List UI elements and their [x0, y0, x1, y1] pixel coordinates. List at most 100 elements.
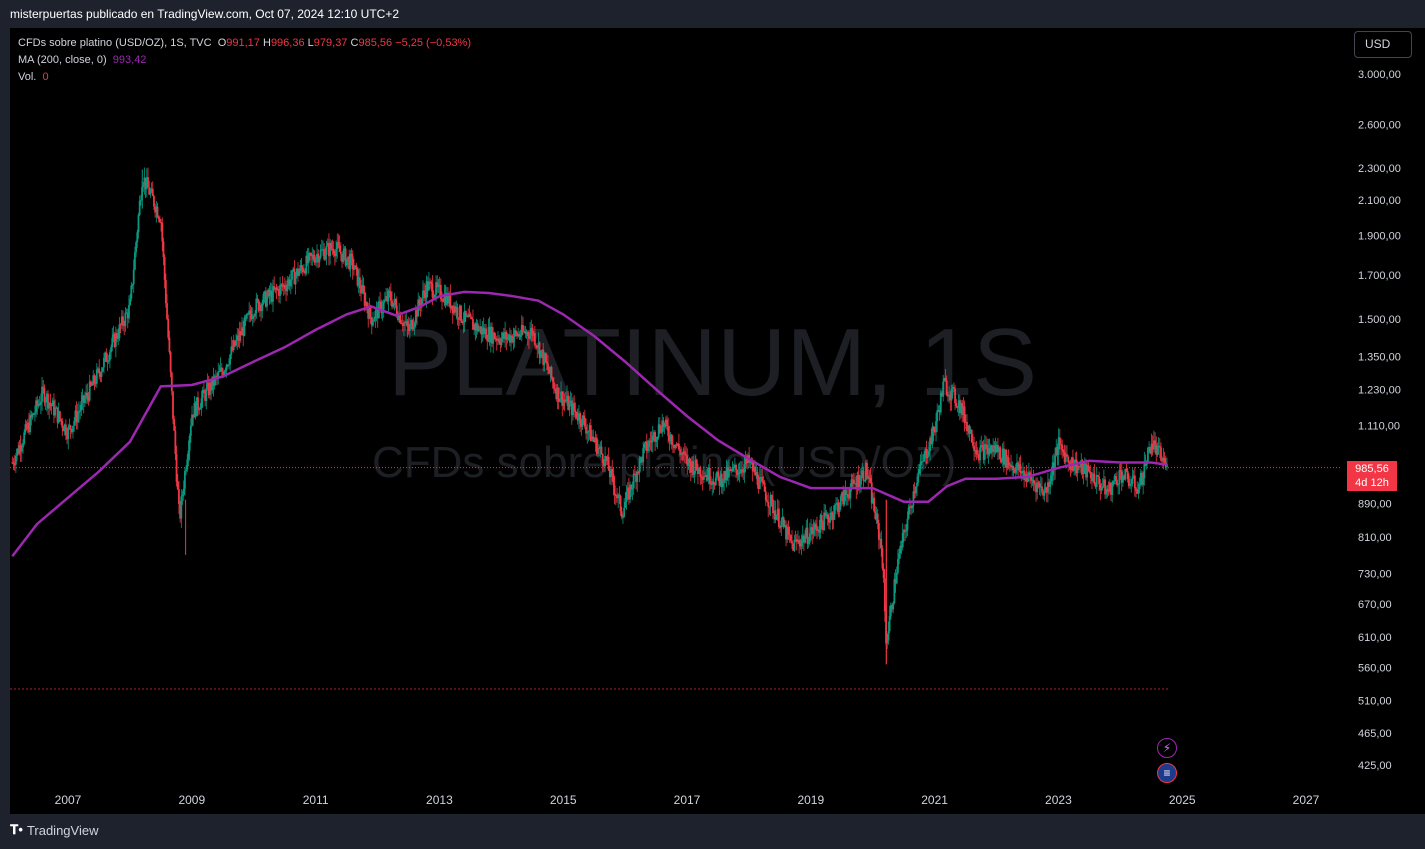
candle-body — [976, 453, 979, 455]
candle-body — [491, 326, 493, 344]
y-tick-label: 1.900,00 — [1358, 231, 1401, 243]
candle-body — [616, 495, 618, 499]
candle-body — [583, 418, 586, 427]
candle-body — [1120, 471, 1123, 483]
candle-body — [1092, 473, 1095, 481]
candle-body — [85, 392, 87, 399]
symbol-label[interactable]: CFDs sobre platino (USD/OZ), 1S, TVC — [18, 37, 212, 49]
candle-body — [603, 463, 605, 467]
candle-body — [1129, 484, 1131, 487]
tradingview-logo-icon[interactable]: 𝐓• — [10, 822, 23, 837]
candle-body — [761, 476, 764, 482]
candle-body — [725, 467, 728, 481]
candle-body — [150, 188, 153, 192]
candle-body — [519, 335, 522, 337]
candle-body — [856, 475, 859, 489]
candle-body — [95, 369, 98, 384]
candle-body — [383, 299, 386, 302]
candle-body — [1026, 477, 1029, 482]
candle-body — [533, 332, 536, 345]
candle-body — [769, 494, 772, 507]
candle-body — [589, 425, 592, 442]
candle-body — [1036, 482, 1039, 493]
candle-body — [981, 445, 984, 447]
candle-body — [929, 437, 931, 451]
ma-label[interactable]: MA (200, close, 0) — [18, 54, 107, 66]
candle-body — [1126, 471, 1129, 480]
candle-body — [455, 306, 458, 313]
candle-body — [651, 435, 654, 443]
candle-body — [131, 284, 134, 286]
candle-body — [952, 387, 955, 389]
candle-body — [331, 248, 334, 250]
candle-body — [728, 468, 730, 478]
candle-body — [1052, 462, 1055, 471]
candle-body — [1076, 466, 1079, 474]
candle-body — [825, 514, 828, 516]
candle-body — [266, 296, 268, 307]
volume-label[interactable]: Vol. — [18, 71, 37, 83]
chart-area[interactable] — [10, 28, 1415, 814]
candle-body — [730, 469, 733, 472]
candle-body — [712, 481, 715, 485]
candle-body — [298, 271, 301, 276]
candle-body — [387, 290, 390, 302]
candle-body — [1110, 482, 1112, 495]
candle-body — [432, 297, 435, 299]
candle-body — [605, 456, 608, 461]
candle-body — [307, 252, 310, 264]
candle-body — [29, 415, 32, 433]
candle-body — [947, 395, 949, 397]
candle-body — [935, 421, 937, 433]
candle-body — [86, 392, 89, 396]
candle-body — [55, 407, 58, 409]
candle-body — [547, 363, 549, 371]
candle-body — [729, 468, 731, 470]
candle-body — [1154, 440, 1156, 445]
candle-body — [1001, 448, 1004, 462]
bar-countdown: 4d 12h — [1355, 477, 1389, 489]
candle-body — [624, 501, 627, 508]
candle-body — [649, 440, 652, 442]
candle-body — [1118, 470, 1121, 485]
candle-body — [293, 268, 296, 285]
candle-body — [41, 386, 43, 402]
candle-body — [186, 459, 189, 470]
candle-body — [205, 388, 208, 401]
candle-body — [1010, 464, 1012, 468]
candle-body — [653, 432, 655, 436]
candle-body — [694, 459, 697, 471]
volume-value: 0 — [42, 71, 49, 83]
candle-body — [1041, 486, 1043, 492]
candle-body — [264, 291, 267, 307]
candle-body — [805, 527, 808, 537]
candle-body — [698, 467, 701, 475]
candle-body — [429, 281, 432, 283]
candle-body — [358, 277, 361, 289]
candle-body — [172, 391, 174, 420]
candle-body — [233, 340, 236, 346]
candle-body — [749, 462, 752, 464]
candle-body — [614, 494, 617, 496]
lightning-icon[interactable]: ⚡ — [1157, 738, 1177, 758]
candle-body — [833, 505, 836, 515]
candle-body — [481, 327, 484, 335]
candle-body — [119, 324, 122, 326]
us-flag-icon[interactable]: ≡ — [1157, 763, 1177, 783]
candle-body — [68, 425, 71, 428]
candle-body — [782, 517, 785, 528]
candle-body — [470, 317, 473, 320]
y-tick-label: 1.500,00 — [1358, 314, 1401, 326]
candle-body — [1144, 462, 1147, 466]
candle-body — [1099, 484, 1102, 491]
candle-body — [675, 444, 678, 446]
candle-body — [245, 314, 248, 319]
footer-brand[interactable]: TradingView — [26, 822, 99, 838]
currency-button[interactable]: USD — [1354, 31, 1412, 58]
candle-body — [53, 400, 55, 416]
candle-body — [894, 579, 897, 584]
candle-body — [473, 324, 476, 330]
candle-body — [225, 364, 228, 371]
candle-body — [411, 319, 414, 330]
